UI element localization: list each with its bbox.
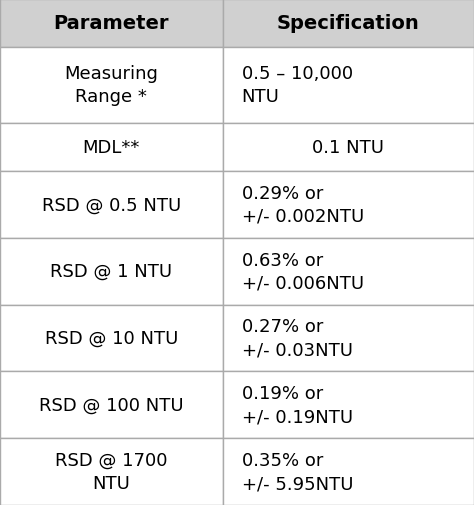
Bar <box>0 0 223 47</box>
Bar <box>223 238 474 305</box>
Text: RSD @ 10 NTU: RSD @ 10 NTU <box>45 329 178 347</box>
Text: MDL**: MDL** <box>82 139 140 157</box>
Text: 0.1 NTU: 0.1 NTU <box>312 139 384 157</box>
Text: RSD @ 1700
NTU: RSD @ 1700 NTU <box>55 451 168 492</box>
Text: Parameter: Parameter <box>54 14 169 33</box>
Text: RSD @ 0.5 NTU: RSD @ 0.5 NTU <box>42 196 181 214</box>
Bar <box>223 305 474 372</box>
Bar <box>0 372 223 438</box>
Text: RSD @ 100 NTU: RSD @ 100 NTU <box>39 396 184 414</box>
Bar <box>223 47 474 124</box>
Bar <box>0 124 223 172</box>
Text: 0.5 – 10,000
NTU: 0.5 – 10,000 NTU <box>242 65 353 106</box>
Bar <box>0 47 223 124</box>
Bar <box>223 124 474 172</box>
Bar <box>223 372 474 438</box>
Text: 0.19% or
+/- 0.19NTU: 0.19% or +/- 0.19NTU <box>242 384 353 425</box>
Text: 0.27% or
+/- 0.03NTU: 0.27% or +/- 0.03NTU <box>242 318 353 359</box>
Bar <box>223 438 474 505</box>
Text: 0.63% or
+/- 0.006NTU: 0.63% or +/- 0.006NTU <box>242 251 364 292</box>
Text: Specification: Specification <box>277 14 420 33</box>
Bar <box>223 172 474 238</box>
Text: Measuring
Range *: Measuring Range * <box>64 65 158 106</box>
Text: 0.29% or
+/- 0.002NTU: 0.29% or +/- 0.002NTU <box>242 184 364 225</box>
Text: 0.35% or
+/- 5.95NTU: 0.35% or +/- 5.95NTU <box>242 451 353 492</box>
Bar <box>0 438 223 505</box>
Text: RSD @ 1 NTU: RSD @ 1 NTU <box>50 263 173 281</box>
Bar <box>223 0 474 47</box>
Bar <box>0 172 223 238</box>
Bar <box>0 305 223 372</box>
Bar <box>0 238 223 305</box>
